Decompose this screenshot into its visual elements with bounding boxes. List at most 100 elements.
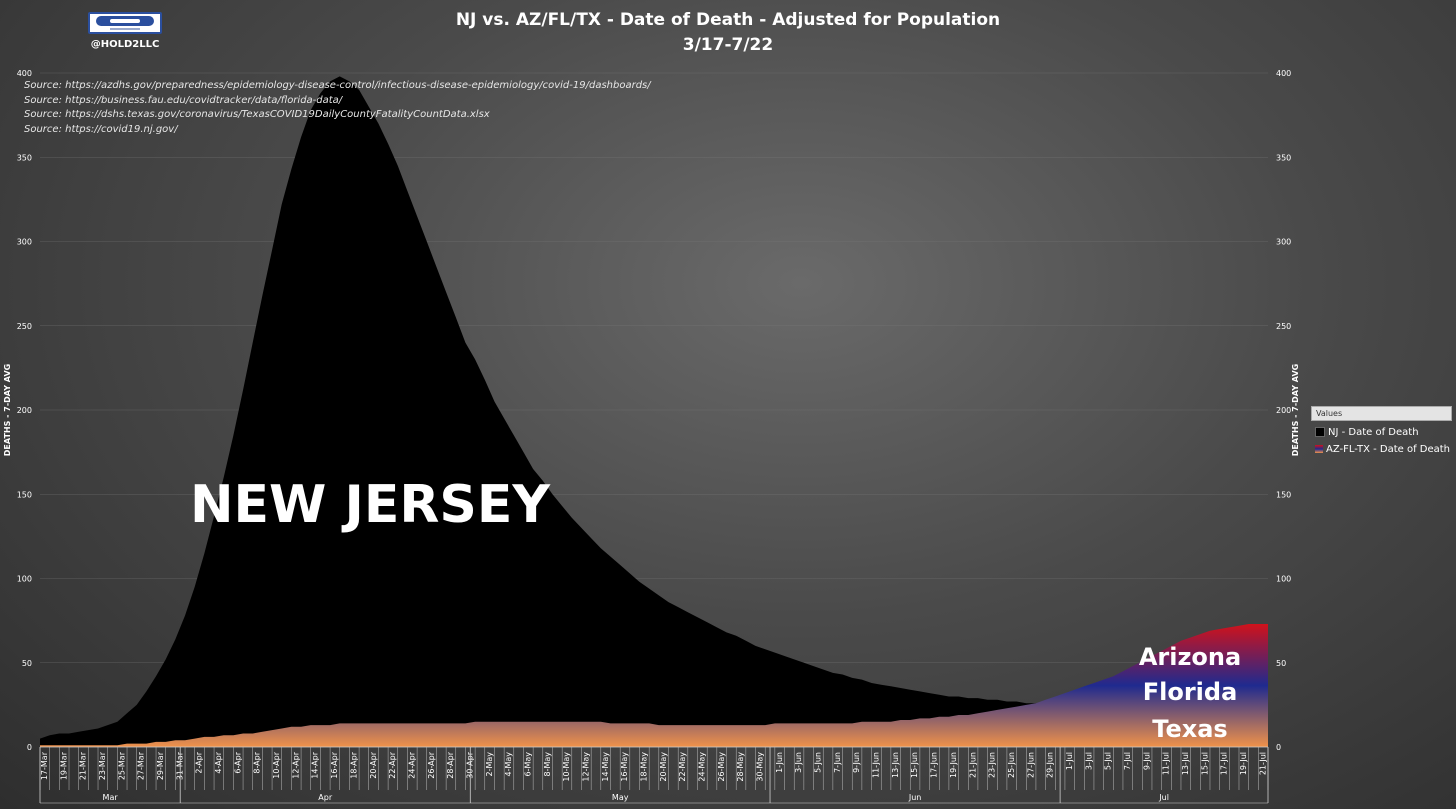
legend-item-nj: NJ - Date of Death — [1311, 427, 1452, 438]
x-tick-label: 19-Jun — [949, 752, 958, 778]
y-tick-label-left: 250 — [17, 322, 32, 331]
x-tick-label: 20-May — [659, 752, 668, 782]
x-tick-label: 28-Apr — [446, 751, 455, 778]
x-tick-label: 26-May — [717, 752, 726, 782]
x-tick-label: 16-May — [620, 752, 629, 782]
legend-label-nj: NJ - Date of Death — [1328, 427, 1419, 438]
legend-title: Values — [1311, 406, 1452, 421]
legend-swatch-nj — [1315, 427, 1325, 437]
x-tick-label: 10-May — [562, 752, 571, 782]
x-tick-label: 18-May — [640, 752, 649, 782]
y-axis-right: 0 50 100 150 200 250 300 350 400 — [1276, 69, 1291, 752]
x-tick-label: 17-Mar — [40, 751, 49, 780]
month-label: Jun — [908, 793, 922, 802]
x-tick-label: 14-Apr — [311, 751, 320, 778]
y-tick-label-left: 50 — [22, 659, 32, 668]
x-tick-label: 3-Jul — [1084, 752, 1093, 770]
x-tick-label: 28-May — [736, 752, 745, 782]
x-tick-label: 8-Apr — [253, 751, 262, 773]
x-tick-label: 2-Apr — [195, 751, 204, 773]
annotation-arizona: Arizona — [1139, 643, 1241, 671]
y-tick-label-left: 100 — [17, 575, 32, 584]
month-label: Jul — [1158, 793, 1169, 802]
y-tick-label-right: 100 — [1276, 575, 1291, 584]
x-tick-label: 9-Jul — [1142, 752, 1151, 770]
x-tick-label: 9-Jun — [852, 752, 861, 773]
x-tick-label: 5-Jul — [1104, 752, 1113, 770]
series-area-az-fl-tx — [40, 624, 1268, 747]
month-axis: Mar Apr May Jun Jul — [39, 747, 1269, 803]
series-area-nj — [40, 76, 1268, 747]
x-tick-label: 12-Apr — [291, 751, 300, 778]
y-tick-label-right: 50 — [1276, 659, 1286, 668]
x-tick-label: 3-Jun — [794, 752, 803, 773]
x-tick-label: 24-May — [698, 752, 707, 782]
x-tick-label: 21-Mar — [79, 751, 88, 780]
x-tick-label: 19-Mar — [59, 751, 68, 780]
x-tick-label: 18-Apr — [349, 751, 358, 778]
x-tick-label: 15-Jul — [1200, 752, 1209, 775]
x-tick-label: 7-Jul — [1123, 752, 1132, 770]
month-label: May — [612, 793, 629, 802]
x-tick-label: 29-Mar — [156, 751, 165, 780]
y-axis-left: 0 50 100 150 200 250 300 350 400 — [17, 69, 32, 752]
x-tick-label: 5-Jun — [814, 752, 823, 773]
annotation-florida: Florida — [1143, 678, 1238, 706]
y-tick-label-right: 250 — [1276, 322, 1291, 331]
y-tick-label-left: 0 — [27, 743, 32, 752]
month-label: Apr — [318, 793, 333, 802]
x-tick-label: 30-May — [756, 752, 765, 782]
x-tick-label: 11-Jun — [872, 752, 881, 778]
x-tick-label: 1-Jul — [1065, 752, 1074, 770]
y-tick-label-right: 150 — [1276, 490, 1291, 499]
x-axis: 17-Mar 19-Mar 21-Mar 23-Mar 25-Mar 27-Mar 29-M… — [39, 746, 1269, 804]
month-label: Mar — [103, 793, 119, 802]
x-tick-label: 24-Apr — [407, 751, 416, 778]
x-tick-label: 17-Jun — [930, 752, 939, 778]
x-tick-label: 27-Jun — [1026, 752, 1035, 778]
annotation-texas: Texas — [1152, 715, 1227, 743]
x-tick-label: 4-May — [504, 752, 513, 777]
x-tick-label: 21-Jul — [1258, 752, 1267, 775]
y-tick-label-right: 400 — [1276, 69, 1291, 78]
x-tick-label: 29-Jun — [1046, 752, 1055, 778]
x-tick-label: 7-Jun — [833, 752, 842, 773]
y-axis-title-right: DEATHS - 7-DAY AVG — [1291, 364, 1300, 456]
x-tick-label: 4-Apr — [214, 751, 223, 773]
x-tick-label: 22-May — [678, 752, 687, 782]
chart-title-block: NJ vs. AZ/FL/TX - Date of Death - Adjust… — [0, 8, 1456, 58]
x-tick-label: 6-May — [524, 752, 533, 777]
x-tick-label: 1-Jun — [775, 752, 784, 773]
source-line: Source: https://azdhs.gov/preparedness/e… — [24, 80, 651, 91]
x-tick-label: 6-Apr — [233, 751, 242, 773]
x-tick-label: 16-Apr — [330, 751, 339, 778]
x-tick-label: 14-May — [601, 752, 610, 782]
y-tick-label-left: 200 — [17, 406, 32, 415]
x-tick-label: 23-Mar — [98, 751, 107, 780]
hold2-logo — [88, 12, 162, 34]
source-line: Source: https://business.fau.edu/covidtr… — [24, 94, 343, 106]
y-tick-label-left: 150 — [17, 490, 32, 499]
legend-swatch-az-fl-tx — [1315, 445, 1323, 453]
x-tick-label: 13-Jun — [891, 752, 900, 778]
x-tick-label: 19-Jul — [1239, 752, 1248, 775]
sources-block: Source: https://azdhs.gov/preparedness/e… — [24, 79, 651, 137]
y-tick-label-left: 300 — [17, 238, 32, 247]
legend-label-az-fl-tx: AZ-FL-TX - Date of Death — [1326, 444, 1451, 455]
x-tick-label: 8-May — [543, 752, 552, 777]
source-line: Source: https://covid19.nj.gov/ — [24, 123, 178, 135]
y-tick-label-right: 200 — [1276, 406, 1291, 415]
x-tick-label: 22-Apr — [388, 751, 397, 778]
y-tick-label-left: 350 — [17, 153, 32, 162]
x-tick-label: 23-Jun — [988, 752, 997, 778]
y-axis-title-left: DEATHS - 7-DAY AVG — [3, 364, 12, 456]
source-line: Source: https://dshs.texas.gov/coronavir… — [24, 109, 490, 121]
x-tick-label: 25-Jun — [1007, 752, 1016, 778]
x-tick-label: 27-Mar — [137, 751, 146, 780]
x-tick-label: 17-Jul — [1220, 752, 1229, 775]
chart-subtitle: 3/17-7/22 — [682, 35, 774, 55]
y-tick-label-right: 0 — [1276, 743, 1281, 752]
x-tick-label: 15-Jun — [910, 752, 919, 778]
x-tick-label: 26-Apr — [427, 751, 436, 778]
